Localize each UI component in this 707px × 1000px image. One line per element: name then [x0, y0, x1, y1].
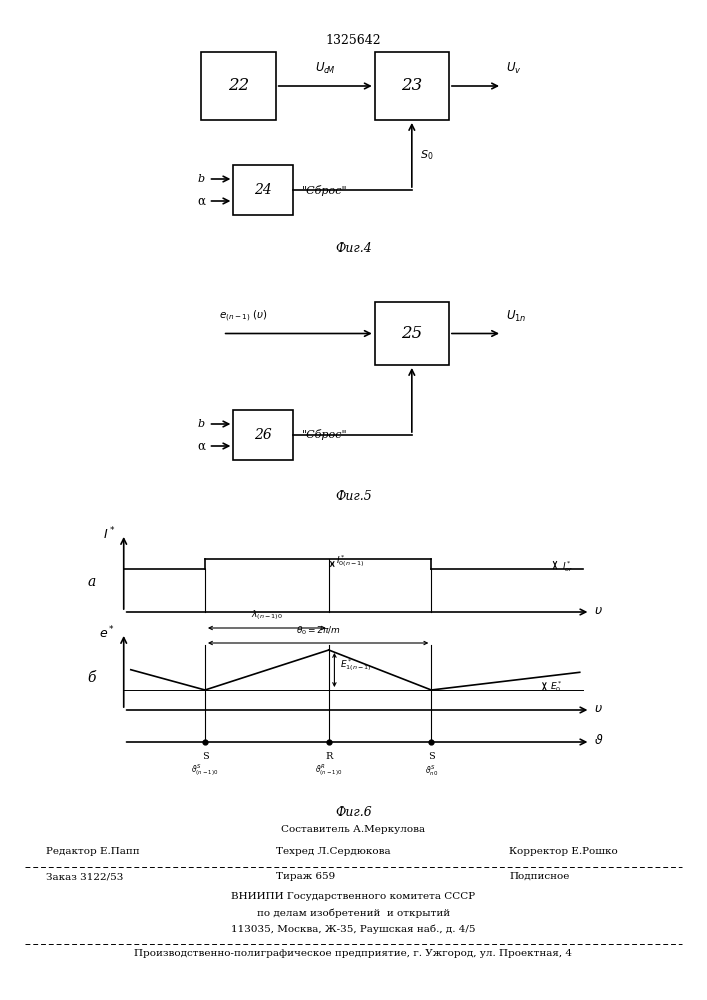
Text: "Сброс": "Сброс" [302, 429, 348, 440]
Text: 26: 26 [255, 428, 272, 442]
Text: $I^*$: $I^*$ [103, 526, 115, 542]
Text: $I^*_{or}$: $I^*_{or}$ [562, 559, 573, 574]
Text: Производственно-полиграфическое предприятие, г. Ужгород, ул. Проектная, 4: Производственно-полиграфическое предприя… [134, 949, 573, 958]
Text: 25: 25 [401, 325, 423, 342]
Bar [201, 52, 276, 120]
Text: Составитель А.Меркулова: Составитель А.Меркулова [281, 825, 426, 834]
Text: $S_0$: $S_0$ [420, 148, 434, 162]
Bar [375, 52, 449, 120]
Text: Фиг.5: Фиг.5 [335, 490, 372, 504]
Text: Тираж 659: Тираж 659 [276, 872, 335, 881]
Text: Фиг.6: Фиг.6 [335, 806, 372, 820]
Text: S: S [428, 752, 435, 761]
Text: $\theta_0 = 2\pi/m$: $\theta_0 = 2\pi/m$ [296, 624, 341, 637]
Text: $U_{c\!M}$: $U_{c\!M}$ [315, 61, 336, 76]
Text: 22: 22 [228, 78, 250, 95]
Text: Подписное: Подписное [509, 872, 569, 881]
Text: Корректор Е.Рошко: Корректор Е.Рошко [509, 847, 618, 856]
Text: 113035, Москва, Ж-35, Раушская наб., д. 4/5: 113035, Москва, Ж-35, Раушская наб., д. … [231, 924, 476, 934]
Text: α: α [197, 194, 205, 208]
Text: $\vartheta^S_{n0}$: $\vartheta^S_{n0}$ [425, 763, 438, 778]
Bar [233, 165, 293, 215]
Bar [233, 410, 293, 460]
Text: b: b [198, 419, 205, 429]
Text: $e^*$: $e^*$ [99, 625, 115, 641]
Text: по делам изобретений  и открытий: по делам изобретений и открытий [257, 908, 450, 918]
Text: $\vartheta$: $\vartheta$ [594, 733, 603, 747]
Text: $U_v$: $U_v$ [506, 61, 521, 76]
Text: Редактор Е.Папп: Редактор Е.Папп [46, 847, 139, 856]
Text: $\lambda_{(n-1)0}$: $\lambda_{(n-1)0}$ [251, 608, 283, 622]
Text: Фиг.4: Фиг.4 [335, 241, 372, 254]
Text: ВНИИПИ Государственного комитета СССР: ВНИИПИ Государственного комитета СССР [231, 892, 476, 901]
Text: $U_{1n}$: $U_{1n}$ [506, 308, 526, 324]
Text: $E^*_0$: $E^*_0$ [550, 679, 563, 694]
Text: $\upsilon$: $\upsilon$ [594, 702, 602, 714]
Text: a: a [88, 575, 96, 589]
Text: 1325642: 1325642 [326, 33, 381, 46]
Text: S: S [201, 752, 209, 761]
Text: Заказ 3122/53: Заказ 3122/53 [46, 872, 123, 881]
Text: R: R [325, 752, 332, 761]
Bar [375, 302, 449, 365]
Text: b: b [198, 174, 205, 184]
Text: 24: 24 [255, 183, 272, 197]
Text: б: б [88, 670, 96, 684]
Text: 23: 23 [401, 78, 423, 95]
Text: $\vartheta^R_{(n-1)0}$: $\vartheta^R_{(n-1)0}$ [315, 763, 342, 779]
Text: $I^*_{0(n-1)}$: $I^*_{0(n-1)}$ [336, 554, 365, 570]
Text: "Сброс": "Сброс" [302, 184, 348, 196]
Text: $\upsilon$: $\upsilon$ [594, 603, 602, 616]
Text: $E^*_{1(n-1)}$: $E^*_{1(n-1)}$ [340, 658, 372, 674]
Text: $e_{(n-1)}$ $(\upsilon)$: $e_{(n-1)}$ $(\upsilon)$ [219, 308, 268, 324]
Text: Техред Л.Сердюкова: Техред Л.Сердюкова [276, 847, 390, 856]
Text: α: α [197, 440, 205, 452]
Text: $\vartheta^S_{(n-1)0}$: $\vartheta^S_{(n-1)0}$ [192, 763, 218, 779]
